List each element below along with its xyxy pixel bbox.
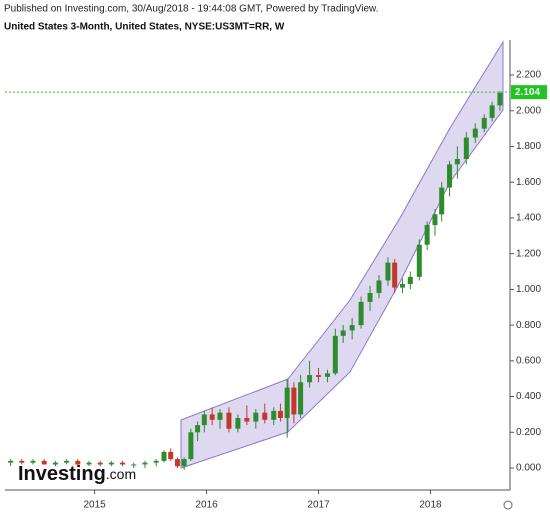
candle-body [416, 244, 422, 277]
candle-body [19, 460, 25, 463]
candle-body [108, 462, 114, 465]
candle-body [244, 418, 250, 422]
candle-body [463, 137, 469, 159]
candle-body [481, 117, 487, 129]
candle-body [120, 462, 126, 465]
y-tick-label: 1.000 [516, 284, 541, 295]
logo-brand: Investing [18, 463, 106, 485]
candle-body [472, 128, 478, 138]
candle-body [174, 459, 180, 467]
candle-body [75, 460, 81, 465]
logo-suffix: .com [106, 466, 136, 482]
candle-body [376, 280, 382, 293]
candle-body [41, 460, 47, 465]
y-tick-label: 2.200 [516, 70, 541, 81]
y-tick-label: 1.800 [516, 141, 541, 152]
candle-body [324, 373, 330, 377]
logo: Investing.com [18, 463, 136, 485]
candle-body [168, 451, 174, 460]
candle-body [489, 105, 495, 118]
candle-body [400, 284, 406, 288]
candle-body [385, 262, 391, 281]
candle-body [340, 330, 346, 336]
settings-icon[interactable] [503, 500, 513, 510]
candle-body [52, 462, 58, 465]
channels [180, 40, 504, 469]
x-tick-label: 2017 [307, 500, 330, 511]
candle-body [298, 382, 304, 415]
candle-body [188, 432, 194, 460]
y-tick-label: 1.400 [516, 213, 541, 224]
candle-body [439, 187, 445, 215]
candle-body [307, 375, 313, 383]
candle-body [271, 410, 277, 420]
candle-body [30, 460, 36, 463]
candle-body [284, 387, 290, 419]
candle-body [235, 418, 241, 429]
candle-body [226, 412, 232, 429]
candle-body [349, 325, 355, 331]
x-tick-label: 2016 [195, 500, 218, 511]
y-tick-label: 1.600 [516, 177, 541, 188]
candle-body [497, 92, 503, 106]
candle-body [358, 301, 364, 326]
published-note: Published on Investing.com, 30/Aug/2018 … [4, 4, 379, 15]
candle-body [407, 276, 413, 285]
y-tick-label: 0.000 [516, 463, 541, 474]
candle-body [64, 460, 70, 463]
symbol-title: United States 3-Month, United States, NY… [4, 22, 285, 33]
y-tick-label: 0.600 [516, 355, 541, 366]
last-value-box [511, 85, 547, 100]
candle-body [424, 225, 430, 245]
candle-body [153, 460, 159, 463]
candle-body [447, 164, 453, 188]
candle-body [253, 412, 259, 422]
candle-body [131, 464, 137, 466]
y-tick-label: 0.400 [516, 391, 541, 402]
candle-body [209, 414, 215, 420]
candle-body [97, 462, 103, 465]
candles [8, 91, 503, 470]
candle-body [277, 410, 283, 419]
candle-body [195, 425, 201, 433]
candle-body [161, 451, 167, 461]
candle-body [217, 412, 223, 420]
candle-body [181, 459, 187, 467]
candle-body [316, 375, 322, 377]
x-tick-label: 2015 [83, 500, 106, 511]
channel [180, 378, 289, 469]
y-tick-label: 0.800 [516, 320, 541, 331]
candle-body [367, 292, 373, 302]
x-tick-label: 2018 [419, 500, 442, 511]
candle-body [454, 158, 460, 165]
candle-body [432, 214, 438, 226]
candle-body [262, 412, 268, 420]
candle-body [201, 414, 207, 426]
last-value-label: 2.104 [515, 87, 540, 98]
y-tick-label: 0.200 [516, 427, 541, 438]
candle-body [392, 262, 398, 288]
candle-body [142, 462, 148, 465]
candle-body [291, 387, 297, 415]
candle-body [332, 335, 338, 374]
candle-body [86, 462, 92, 465]
y-tick-label: 1.200 [516, 248, 541, 259]
candle-body [8, 460, 14, 463]
y-tick-label: 2.000 [516, 105, 541, 116]
channel [287, 40, 504, 434]
